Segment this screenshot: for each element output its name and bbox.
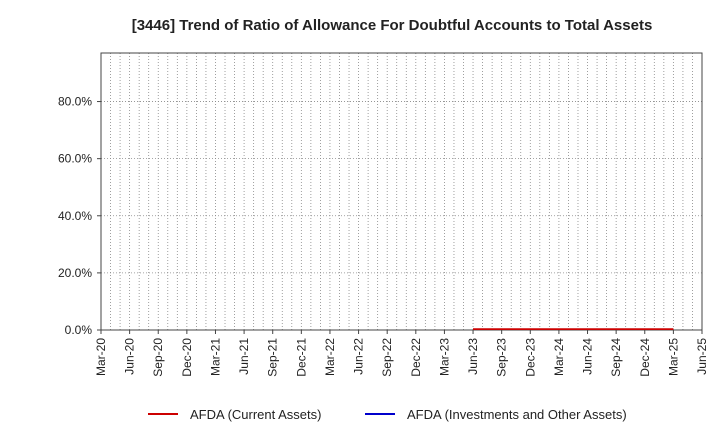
x-tick-label: Mar-21	[208, 338, 222, 376]
x-tick-label: Dec-23	[523, 338, 537, 377]
x-tick-label: Dec-21	[294, 338, 308, 377]
y-tick-label: 0.0%	[65, 323, 93, 337]
x-tick-label: Jun-21	[237, 338, 251, 375]
x-tick-label: Jun-23	[466, 338, 480, 375]
plot-frame	[100, 52, 703, 331]
x-tick-label: Jun-22	[352, 338, 366, 375]
x-tick-label: Jun-25	[695, 338, 709, 375]
x-tick-label: Mar-22	[323, 338, 337, 376]
x-tick-label: Mar-23	[437, 338, 451, 376]
x-tick-label: Jun-20	[123, 338, 137, 375]
x-tick-label: Sep-24	[609, 338, 623, 377]
legend-label-current-assets: AFDA (Current Assets)	[190, 407, 321, 422]
grid	[101, 53, 702, 330]
x-tick-label: Sep-20	[151, 338, 165, 377]
x-tick-label: Dec-22	[409, 338, 423, 377]
x-tick-label: Sep-22	[380, 338, 394, 377]
chart-title: [3446] Trend of Ratio of Allowance For D…	[132, 17, 653, 34]
x-tick-label: Dec-24	[638, 338, 652, 377]
y-tick-label: 80.0%	[58, 95, 92, 109]
x-axis: Mar-20 Jun-20 Sep-20 Dec-20 Mar-21 Jun-21 Sep-…	[94, 330, 709, 377]
legend: AFDA (Current Assets) AFDA (Investments …	[148, 407, 627, 422]
x-tick-label: Dec-20	[180, 338, 194, 377]
x-tick-label: Mar-20	[94, 338, 108, 376]
x-tick-label: Mar-25	[666, 338, 680, 376]
x-tick-label: Sep-23	[495, 338, 509, 377]
y-axis: 0.0% 20.0% 40.0% 60.0% 80.0%	[58, 95, 101, 337]
y-tick-label: 20.0%	[58, 266, 92, 280]
x-tick-label: Jun-24	[581, 338, 595, 375]
y-tick-label: 60.0%	[58, 152, 92, 166]
y-tick-label: 40.0%	[58, 209, 92, 223]
x-tick-label: Mar-24	[552, 338, 566, 376]
legend-label-investments: AFDA (Investments and Other Assets)	[407, 407, 627, 422]
x-tick-label: Sep-21	[266, 338, 280, 377]
